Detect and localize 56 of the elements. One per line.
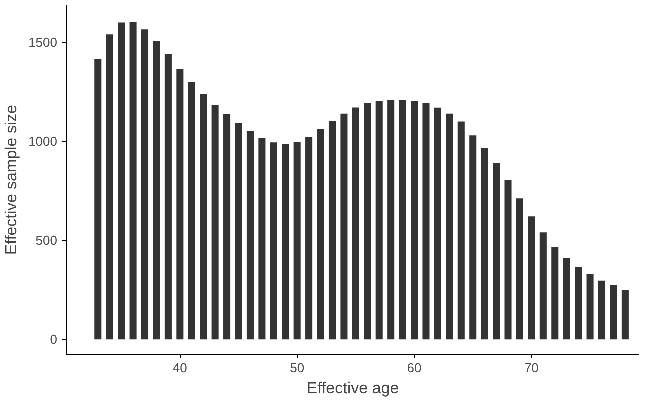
bar [598, 280, 606, 340]
y-axis-title: Effective sample size [4, 104, 21, 255]
bar [212, 105, 219, 340]
bar [481, 148, 488, 340]
bar [575, 267, 582, 340]
bar [388, 100, 395, 340]
bar [141, 30, 149, 340]
bar [411, 100, 418, 340]
x-tick-label: 40 [172, 360, 188, 376]
bar [586, 274, 594, 340]
x-tick-label: 70 [524, 360, 539, 376]
bar [153, 40, 160, 340]
bar [224, 114, 231, 340]
bar [376, 100, 383, 340]
y-tick-label: 500 [36, 233, 58, 248]
bar [164, 54, 172, 340]
bar [352, 108, 360, 340]
bar [552, 246, 559, 340]
bar [246, 131, 254, 340]
x-axis-title: Effective age [306, 380, 400, 398]
bar [306, 137, 313, 340]
y-tick-label: 1000 [28, 134, 58, 150]
bar [622, 290, 629, 340]
bar [118, 22, 126, 340]
bar [470, 136, 477, 340]
bar [340, 114, 348, 340]
bar [540, 232, 547, 340]
bar [200, 94, 208, 340]
bar [563, 258, 570, 340]
bar [528, 216, 536, 340]
bar [493, 163, 500, 340]
bar [270, 142, 278, 340]
bar [458, 122, 465, 340]
y-tick-label: 0 [50, 332, 58, 348]
bar [516, 198, 524, 340]
bar [130, 22, 137, 340]
bar [176, 69, 184, 340]
x-tick-label: 50 [290, 360, 305, 376]
bar [235, 123, 242, 340]
bar [504, 180, 512, 340]
bar [106, 34, 114, 340]
bar [422, 102, 430, 340]
bar [446, 114, 454, 340]
bar [188, 82, 196, 340]
bar [317, 129, 324, 340]
bar [328, 121, 336, 340]
bar [399, 100, 406, 340]
bar [294, 142, 301, 340]
bar [258, 138, 266, 340]
bar [282, 144, 290, 340]
bar [94, 59, 102, 340]
bar [434, 108, 442, 340]
bar [364, 102, 372, 340]
bar [610, 285, 618, 340]
y-tick-label: 1500 [28, 35, 58, 50]
x-tick-label: 60 [407, 360, 422, 376]
